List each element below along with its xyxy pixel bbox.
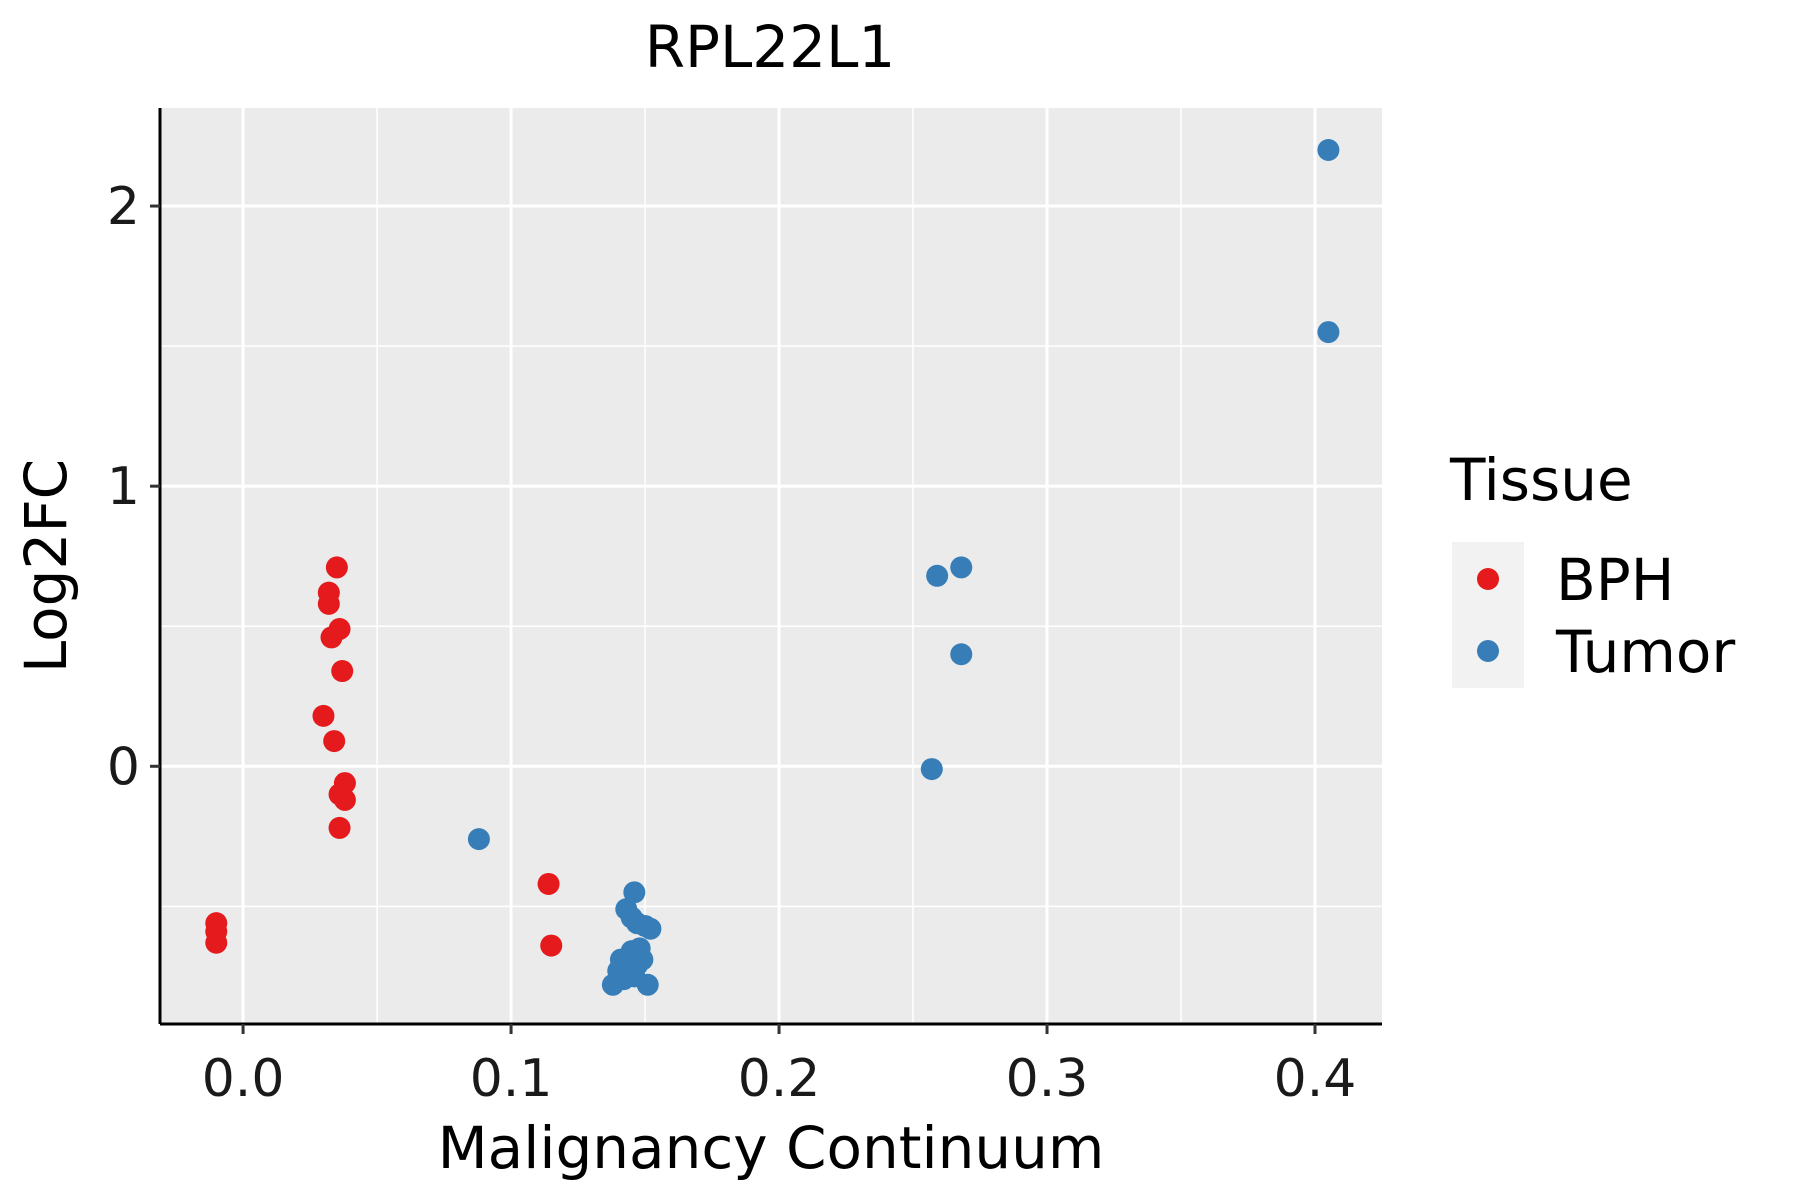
data-point-bph: [328, 816, 351, 839]
minor-gridlines: [160, 108, 1382, 1024]
legend-title: Tissue: [1449, 446, 1633, 514]
data-point-tumor: [1317, 321, 1340, 344]
y-axis-ticks: 0 1 2: [107, 177, 160, 797]
y-tick-label: 2: [107, 177, 140, 237]
legend-key-bph: [1477, 568, 1499, 590]
data-point-tumor: [467, 828, 490, 851]
legend-label-bph: BPH: [1556, 546, 1674, 614]
data-point-bph: [317, 592, 340, 615]
y-tick-label: 1: [107, 457, 140, 517]
data-point-tumor: [623, 881, 646, 904]
data-point-tumor: [636, 973, 659, 996]
data-point-bph: [205, 931, 228, 954]
data-point-tumor: [1317, 139, 1340, 162]
major-gridlines: [160, 108, 1382, 1024]
data-point-tumor: [639, 917, 662, 940]
legend-label-tumor: Tumor: [1555, 618, 1735, 686]
x-axis-ticks: 0.0 0.1 0.2 0.3 0.4: [202, 1024, 1357, 1109]
y-tick-label: 0: [107, 737, 140, 797]
data-point-bph: [325, 556, 348, 579]
data-point-tumor: [920, 758, 943, 781]
x-tick-label: 0.1: [470, 1049, 553, 1109]
data-point-tumor: [601, 973, 624, 996]
x-tick-label: 0.4: [1274, 1049, 1357, 1109]
data-point-bph: [312, 704, 335, 727]
data-point-bph: [333, 788, 356, 811]
chart-title: RPL22L1: [645, 13, 896, 81]
legend-key-tumor: [1477, 640, 1499, 662]
data-point-tumor: [926, 564, 949, 587]
x-axis-title: Malignancy Continuum: [438, 1114, 1105, 1182]
data-point-bph: [540, 934, 563, 957]
x-tick-label: 0.0: [202, 1049, 285, 1109]
data-point-tumor: [950, 643, 973, 666]
data-point-bph: [537, 872, 560, 895]
plot-panel: [160, 108, 1382, 1024]
data-point-bph: [331, 660, 354, 683]
data-point-tumor: [950, 556, 973, 579]
data-points: [205, 139, 1340, 996]
data-point-bph: [323, 730, 346, 753]
x-tick-label: 0.2: [738, 1049, 821, 1109]
y-axis-title: Log2FC: [12, 459, 80, 673]
legend-key-background: [1452, 542, 1524, 688]
data-point-bph: [320, 626, 343, 649]
x-tick-label: 0.3: [1006, 1049, 1089, 1109]
